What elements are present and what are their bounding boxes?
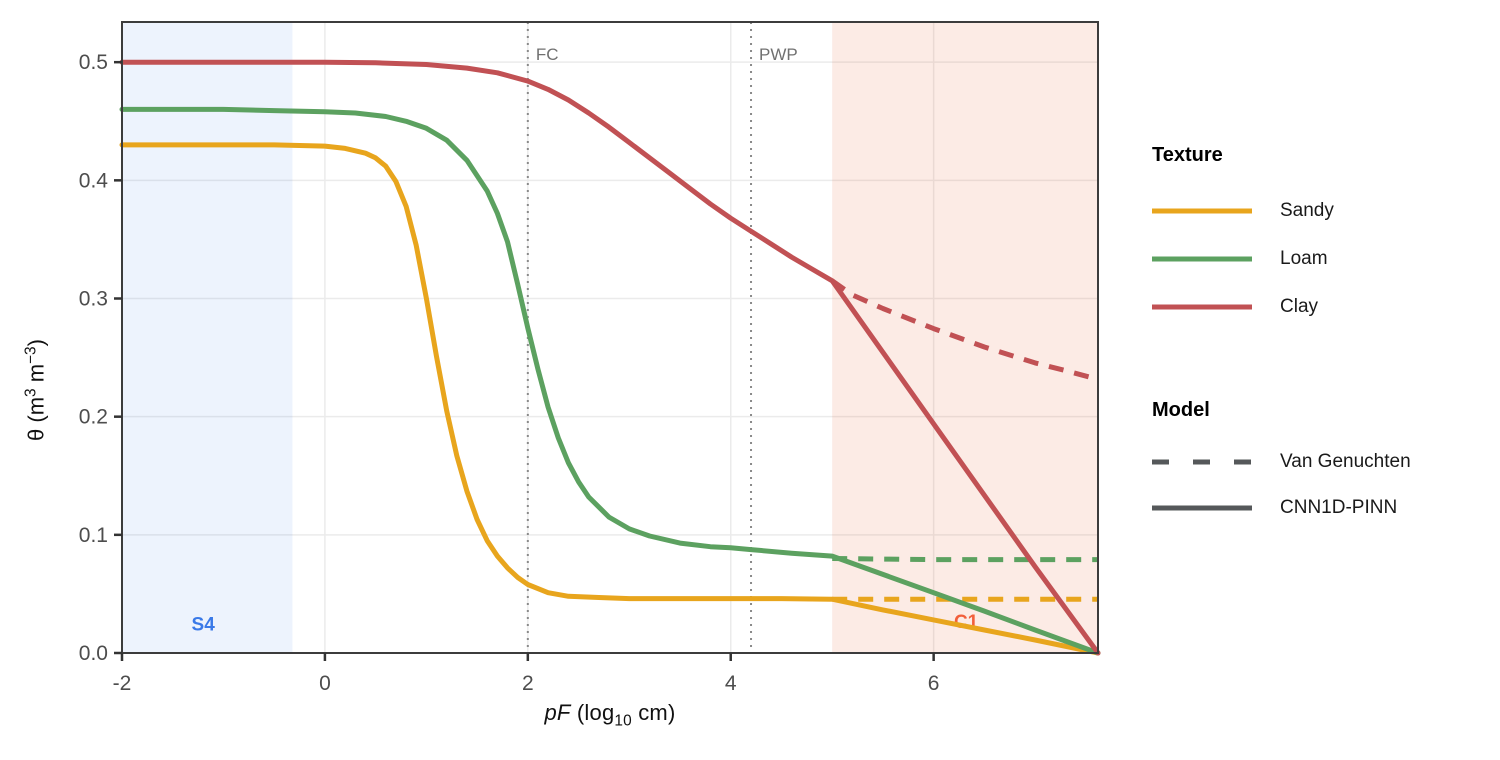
legend-label-sandy: Sandy [1280,200,1334,221]
legend-title-model: Model [1152,399,1210,421]
x-tick-label-0: 0 [319,672,331,695]
legend-items-texture: Sandy Loam Clay [1152,187,1492,331]
x-axis-title-pf: pF [544,700,571,725]
region-c1 [832,22,1098,653]
legend-key-solid [1152,208,1252,214]
y-tick-label-0.3: 0.3 [79,288,108,311]
x-axis-title: pF (log10 cm) [0,700,1220,730]
legend-group-model: Model Van Genuchten CNN1D-PINN [1152,399,1492,531]
legend-key-solid [1152,304,1252,310]
legend-group-texture: Texture Sandy Loam Clay [1152,144,1492,331]
legend-key-solid [1152,505,1252,511]
legend-label-cnn1d-pinn: CNN1D-PINN [1280,497,1398,518]
curve-clay-cnn1d-pinn [119,59,1101,656]
region-label-s4: S4 [192,614,216,635]
legend-item-van-genuchten: Van Genuchten [1152,439,1492,485]
y-axis-title-b: m [23,363,49,389]
y-axis-title-c: ) [23,339,49,347]
y-axis-title-a: θ (m [23,396,49,441]
y-tick-label-0.1: 0.1 [79,524,108,547]
x-axis-title-post: cm) [631,700,676,725]
x-axis-title-pre: (log [570,700,615,725]
legend-item-cnn1d-pinn: CNN1D-PINN [1152,485,1492,531]
y-tick-label-0.2: 0.2 [79,406,108,429]
panel-border [121,21,1099,654]
legend-key-dashed [1152,459,1252,465]
legend: Texture Sandy Loam Clay Model Van Genuchte… [1152,144,1492,531]
legend-items-model: Van Genuchten CNN1D-PINN [1152,439,1492,531]
legend-label-van-genuchten: Van Genuchten [1280,451,1411,472]
legend-item-sandy: Sandy [1152,187,1492,235]
legend-label-loam: Loam [1280,248,1328,269]
y-axis-title-sup1: 3 [22,388,40,397]
legend-label-clay: Clay [1280,296,1319,317]
x-tick-label--2: -2 [113,672,132,695]
legend-key-solid [1152,256,1252,262]
y-tick-label-0.0: 0.0 [79,642,108,665]
y-axis-title: θ (m3 m−3) [22,339,49,441]
x-axis-title-sub: 10 [614,712,632,730]
curve-clay-van-genuchten [830,278,1099,382]
x-tick-label-4: 4 [725,672,737,695]
y-axis-title-sup2: −3 [22,346,40,364]
curve-loam-cnn1d-pinn [119,106,1101,656]
refline-label-fc: FC [536,45,559,64]
curve-sandy-cnn1d-pinn [119,142,1101,656]
x-tick-label-2: 2 [522,672,534,695]
refline-label-pwp: PWP [759,45,798,64]
y-tick-label-0.4: 0.4 [79,169,109,192]
x-tick-label-6: 6 [928,672,940,695]
curve-loam-van-genuchten [832,556,1098,563]
y-tick-label-0.5: 0.5 [79,51,108,74]
legend-item-clay: Clay [1152,283,1492,331]
legend-title-texture: Texture [1152,144,1223,166]
region-s4 [122,22,293,653]
legend-item-loam: Loam [1152,235,1492,283]
